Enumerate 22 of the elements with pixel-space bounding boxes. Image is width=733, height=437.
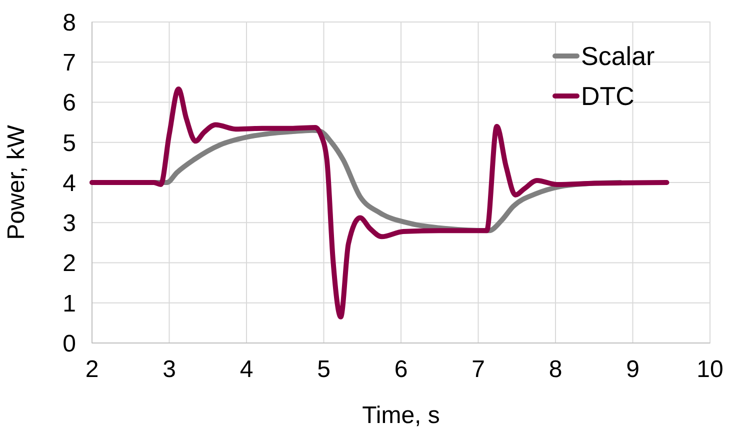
x-tick-label: 5 — [317, 356, 330, 383]
y-tick-label: 4 — [62, 170, 76, 197]
y-tick-label: 6 — [62, 90, 76, 117]
x-tick-label: 4 — [240, 356, 254, 383]
legend-label: Scalar — [581, 41, 656, 72]
x-tick-label: 3 — [162, 356, 176, 383]
y-axis-title: Power, kW — [3, 124, 30, 240]
x-axis-title: Time, s — [362, 402, 440, 429]
y-tick-label: 0 — [62, 330, 76, 358]
y-tick-label: 7 — [62, 50, 76, 77]
y-tick-label: 1 — [62, 290, 76, 318]
x-tick-label: 8 — [548, 356, 562, 383]
y-tick-label: 3 — [62, 210, 76, 238]
y-tick-label: 2 — [62, 250, 76, 278]
x-tick-label: 2 — [85, 356, 99, 383]
x-tick-label: 9 — [626, 356, 640, 383]
x-tick-label: 7 — [472, 356, 485, 383]
y-tick-label: 8 — [62, 9, 76, 36]
y-tick-label: 5 — [62, 130, 76, 157]
x-tick-label: 6 — [394, 356, 408, 383]
x-tick-label: 10 — [696, 356, 724, 383]
legend-label: DTC — [581, 81, 634, 112]
